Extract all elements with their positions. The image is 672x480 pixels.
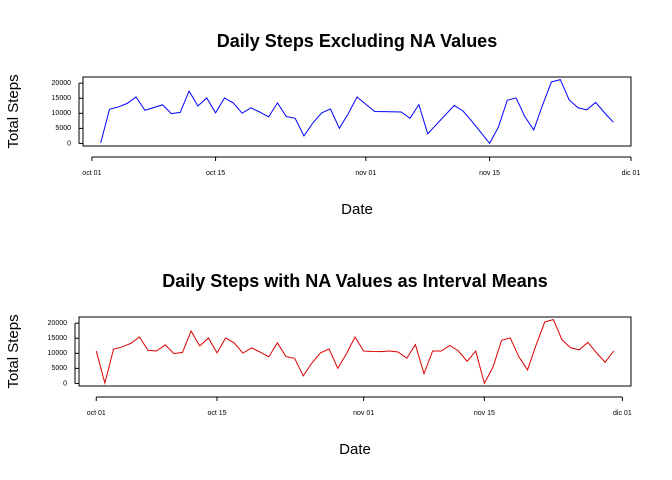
- line: [95, 318, 615, 386]
- x-tick-label: dic 01: [622, 170, 641, 177]
- y-tick-label: 0: [67, 140, 71, 147]
- y-tick-label: 20000: [52, 80, 72, 87]
- x-tick-label: oct 01: [87, 410, 106, 417]
- y-tick-label: 0: [63, 380, 67, 387]
- x-tick-label: oct 15: [206, 170, 225, 177]
- y-axis-label: Total Steps: [5, 314, 22, 388]
- line: [100, 78, 614, 145]
- y-tick-label: 15000: [52, 95, 72, 102]
- y-tick-label: 10000: [52, 110, 72, 117]
- plot-box: [78, 316, 632, 387]
- y-tick-label: 10000: [48, 350, 68, 357]
- y-tick-label: 5000: [51, 365, 67, 372]
- chart-title: Daily Steps with NA Values as Interval M…: [162, 271, 547, 291]
- y-tick-label: 20000: [48, 320, 68, 327]
- plot-box: [82, 76, 632, 147]
- x-axis-label: Date: [341, 201, 373, 218]
- y-tick-label: 15000: [48, 335, 68, 342]
- x-tick-label: oct 01: [82, 170, 101, 177]
- x-tick-label: dic 01: [613, 410, 632, 417]
- y-tick-label: 5000: [55, 125, 71, 132]
- x-tick-label: oct 15: [207, 410, 226, 417]
- x-axis-label: Date: [339, 441, 371, 458]
- chart-title: Daily Steps Excluding NA Values: [217, 31, 497, 51]
- y-axis-label: Total Steps: [5, 74, 22, 148]
- x-tick-label: nov 01: [355, 170, 376, 177]
- x-tick-label: nov 15: [474, 410, 495, 417]
- x-tick-label: nov 01: [353, 410, 374, 417]
- x-tick-label: nov 15: [479, 170, 500, 177]
